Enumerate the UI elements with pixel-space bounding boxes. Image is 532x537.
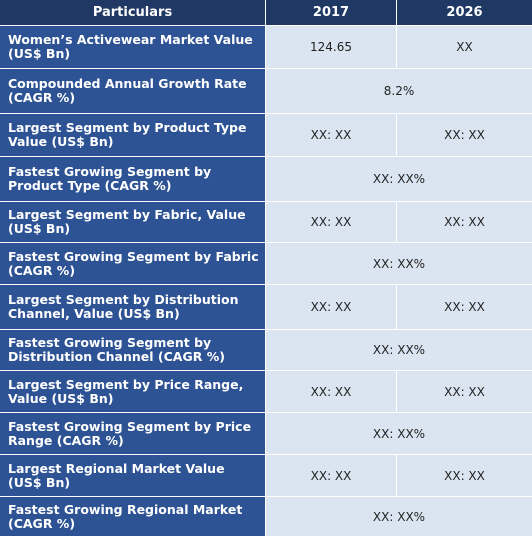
- value-2017: 124.65: [266, 26, 397, 69]
- table-row: Largest Segment by Fabric, Value (US$ Bn…: [0, 202, 532, 243]
- value-2026: XX: XX: [397, 202, 532, 243]
- value-merged: XX: XX%: [266, 497, 532, 537]
- header-year-2026: 2026: [397, 0, 532, 26]
- table-row: Largest Regional Market Value (US$ Bn) X…: [0, 455, 532, 497]
- row-label: Women’s Activewear Market Value (US$ Bn): [0, 26, 266, 69]
- table-row: Largest Segment by Distribution Channel,…: [0, 285, 532, 330]
- value-merged: XX: XX%: [266, 413, 532, 455]
- table-row: Largest Segment by Price Range, Value (U…: [0, 371, 532, 413]
- value-2017: XX: XX: [266, 285, 397, 330]
- table-row: Compounded Annual Growth Rate (CAGR %) 8…: [0, 69, 532, 114]
- value-2017: XX: XX: [266, 202, 397, 243]
- table-row: Fastest Growing Segment by Price Range (…: [0, 413, 532, 455]
- value-merged: XX: XX%: [266, 330, 532, 371]
- table-row: Women’s Activewear Market Value (US$ Bn)…: [0, 26, 532, 69]
- row-label: Fastest Growing Segment by Product Type …: [0, 157, 266, 202]
- value-2017: XX: XX: [266, 114, 397, 157]
- row-label: Fastest Growing Regional Market (CAGR %): [0, 497, 266, 537]
- row-label: Fastest Growing Segment by Fabric (CAGR …: [0, 243, 266, 285]
- table-row: Largest Segment by Product Type Value (U…: [0, 114, 532, 157]
- header-year-2017: 2017: [266, 0, 397, 26]
- value-merged: XX: XX%: [266, 243, 532, 285]
- header-particulars: Particulars: [0, 0, 266, 26]
- value-2026: XX: XX: [397, 455, 532, 497]
- value-2026: XX: XX: [397, 371, 532, 413]
- table-row: Fastest Growing Segment by Fabric (CAGR …: [0, 243, 532, 285]
- row-label: Fastest Growing Segment by Distribution …: [0, 330, 266, 371]
- value-2017: XX: XX: [266, 371, 397, 413]
- value-merged: XX: XX%: [266, 157, 532, 202]
- row-label: Compounded Annual Growth Rate (CAGR %): [0, 69, 266, 114]
- table-row: Fastest Growing Segment by Distribution …: [0, 330, 532, 371]
- row-label: Fastest Growing Segment by Price Range (…: [0, 413, 266, 455]
- table-row: Fastest Growing Segment by Product Type …: [0, 157, 532, 202]
- value-2026: XX: XX: [397, 114, 532, 157]
- table-header-row: Particulars 2017 2026: [0, 0, 532, 26]
- value-2017: XX: XX: [266, 455, 397, 497]
- row-label: Largest Segment by Distribution Channel,…: [0, 285, 266, 330]
- row-label: Largest Segment by Product Type Value (U…: [0, 114, 266, 157]
- value-merged: 8.2%: [266, 69, 532, 114]
- value-2026: XX: XX: [397, 285, 532, 330]
- row-label: Largest Segment by Price Range, Value (U…: [0, 371, 266, 413]
- value-2026: XX: [397, 26, 532, 69]
- table-row: Fastest Growing Regional Market (CAGR %)…: [0, 497, 532, 537]
- row-label: Largest Regional Market Value (US$ Bn): [0, 455, 266, 497]
- row-label: Largest Segment by Fabric, Value (US$ Bn…: [0, 202, 266, 243]
